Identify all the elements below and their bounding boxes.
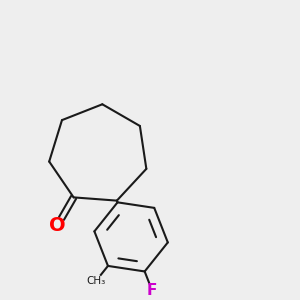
Text: F: F <box>147 283 157 298</box>
Text: O: O <box>49 216 65 235</box>
Text: CH₃: CH₃ <box>86 276 106 286</box>
